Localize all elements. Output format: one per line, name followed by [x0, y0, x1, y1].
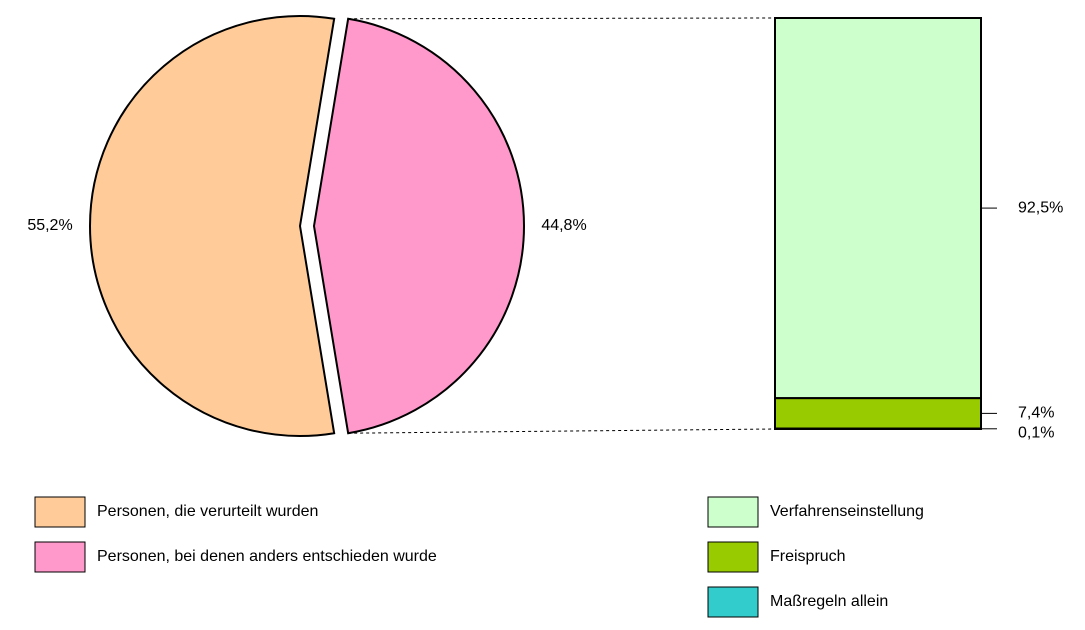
pie-slice	[89, 15, 336, 437]
legend-label: Maßregeln allein	[770, 593, 888, 610]
value-label: 7,4%	[1018, 405, 1054, 422]
legend-swatch	[34, 541, 86, 573]
legend-label: Personen, die verurteilt wurden	[97, 503, 318, 520]
value-label: 92,5%	[1018, 199, 1063, 216]
bar-segment	[774, 17, 982, 400]
value-label: 55,2%	[27, 217, 72, 234]
legend-label: Freispruch	[770, 548, 846, 565]
legend-label: Verfahrenseinstellung	[770, 503, 924, 520]
pie-slice	[312, 17, 525, 435]
value-label: 0,1%	[1018, 425, 1054, 442]
bar-segment	[774, 397, 982, 430]
legend-label: Personen, bei denen anders entschieden w…	[97, 548, 437, 565]
legend-swatch	[707, 496, 759, 528]
value-label: 44,8%	[541, 217, 586, 234]
legend-swatch	[34, 496, 86, 528]
connector	[348, 17, 776, 20]
connector	[348, 428, 776, 434]
legend-swatch	[707, 586, 759, 618]
legend-swatch	[707, 541, 759, 573]
